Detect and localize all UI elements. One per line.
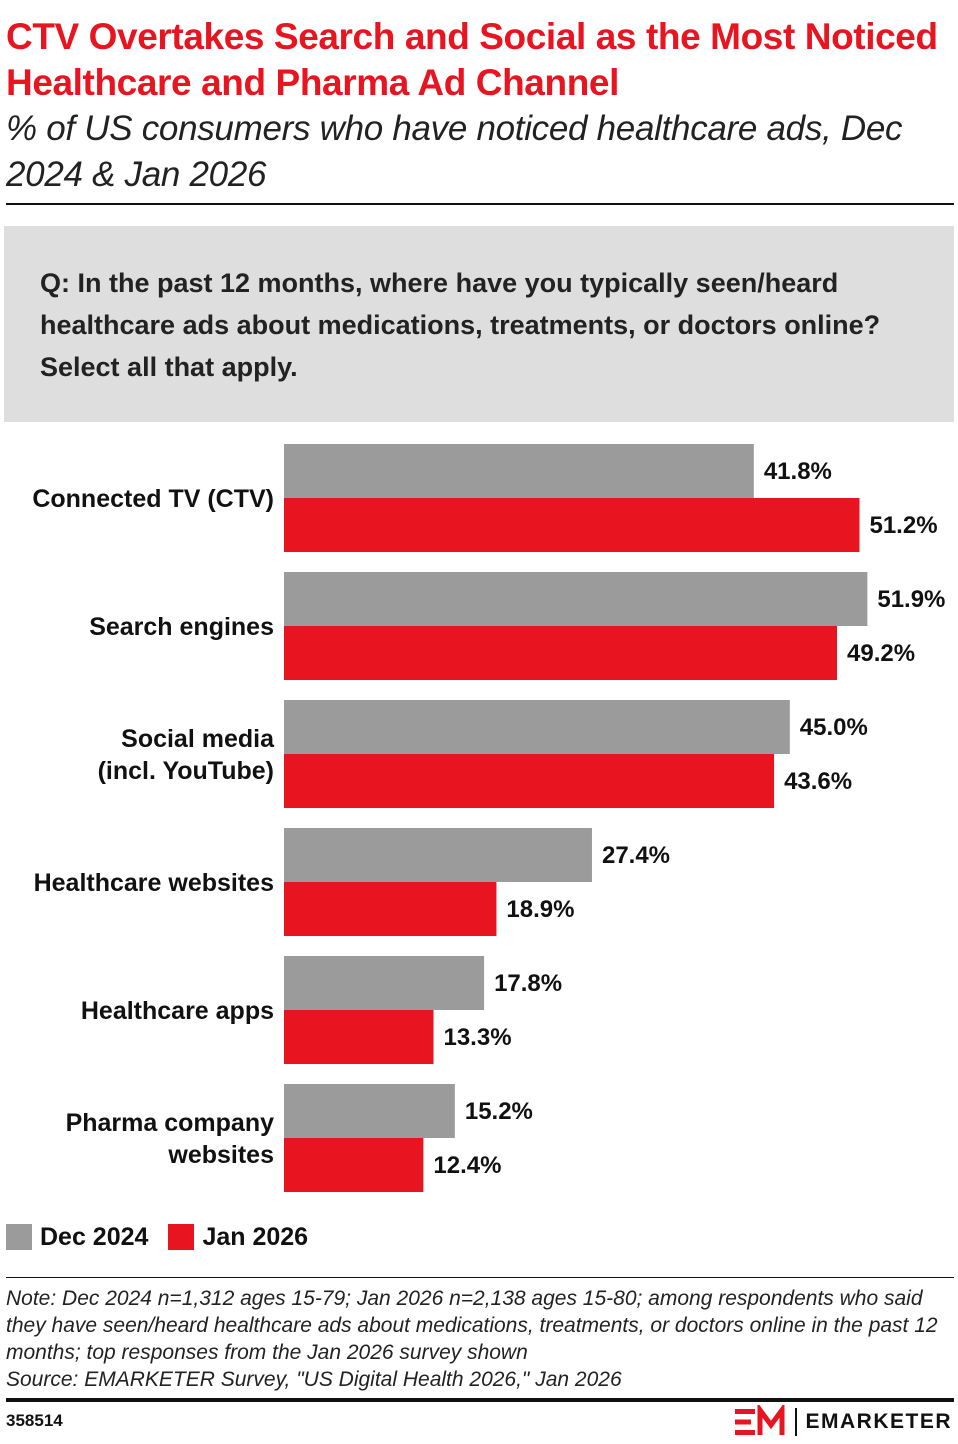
bar-social-media-incl-youtube-jan-2026: [284, 754, 775, 808]
category-label-pharma-company-websites-line2: websites: [167, 1141, 274, 1169]
value-label-healthcare-websites-jan-2026: 18.9%: [506, 896, 574, 923]
chart-id: 358514: [6, 1411, 63, 1430]
note-text: Note: Dec 2024 n=1,312 ages 15-79; Jan 2…: [6, 1287, 938, 1364]
question-box: Q: In the past 12 months, where have you…: [4, 226, 954, 422]
bar-healthcare-websites-dec-2024: [284, 828, 592, 882]
bar-pharma-company-websites-jan-2026: [284, 1138, 424, 1192]
bar-healthcare-websites-jan-2026: [284, 882, 497, 936]
value-label-social-media-incl-youtube-dec-2024: 45.0%: [800, 714, 868, 741]
bar-search-engines-jan-2026: [284, 626, 838, 680]
value-label-healthcare-apps-dec-2024: 17.8%: [494, 970, 562, 997]
legend-item-dec-2024: Dec 2024: [6, 1223, 148, 1252]
chart-title: CTV Overtakes Search and Social as the M…: [6, 16, 938, 103]
category-label-healthcare-websites: Healthcare websites: [34, 869, 274, 897]
logo-separator: [795, 1408, 798, 1436]
legend-label-dec-2024: Dec 2024: [40, 1222, 149, 1251]
category-label-pharma-company-websites-line1: Pharma company: [66, 1109, 275, 1137]
value-label-connected-tv-ctv-jan-2026: 51.2%: [869, 512, 937, 539]
value-label-search-engines-dec-2024: 51.9%: [877, 586, 945, 613]
source-text: Source: EMARKETER Survey, "US Digital He…: [6, 1368, 622, 1391]
emarketer-logo: EMARKETER: [735, 1405, 952, 1439]
legend-swatch-jan-2026: [168, 1224, 195, 1250]
category-label-search-engines: Search engines: [89, 613, 274, 641]
bar-social-media-incl-youtube-dec-2024: [284, 700, 790, 754]
bar-connected-tv-ctv-jan-2026: [284, 498, 860, 552]
value-label-pharma-company-websites-jan-2026: 12.4%: [433, 1152, 501, 1179]
em-logo-icon: [735, 1405, 785, 1435]
bar-search-engines-dec-2024: [284, 572, 868, 626]
chart-subtitle: % of US consumers who have noticed healt…: [6, 109, 903, 194]
value-label-healthcare-websites-dec-2024: 27.4%: [602, 842, 670, 869]
bar-healthcare-apps-jan-2026: [284, 1010, 434, 1064]
category-label-connected-tv-ctv: Connected TV (CTV): [32, 485, 274, 513]
legend-swatch-dec-2024: [6, 1224, 32, 1250]
value-label-search-engines-jan-2026: 49.2%: [847, 640, 915, 667]
note-divider: [6, 1277, 954, 1278]
legend-item-jan-2026: Jan 2026: [168, 1223, 308, 1252]
chart-note: Note: Dec 2024 n=1,312 ages 15-79; Jan 2…: [6, 1285, 952, 1393]
value-label-healthcare-apps-jan-2026: 13.3%: [443, 1024, 511, 1051]
value-label-connected-tv-ctv-dec-2024: 41.8%: [764, 458, 832, 485]
category-label-social-media-incl-youtube-line2: (incl. YouTube): [98, 757, 274, 785]
value-label-social-media-incl-youtube-jan-2026: 43.6%: [784, 768, 852, 795]
bar-healthcare-apps-dec-2024: [284, 956, 485, 1010]
bar-pharma-company-websites-dec-2024: [284, 1084, 455, 1138]
bar-chart: Connected TV (CTV) 41.8% 51.2% Search engin…: [32, 444, 945, 1192]
legend: Dec 2024 Jan 2026: [6, 1222, 328, 1252]
header-divider: [6, 203, 954, 205]
survey-question: Q: In the past 12 months, where have you…: [40, 268, 881, 382]
brand-name: EMARKETER: [805, 1410, 952, 1433]
legend-label-jan-2026: Jan 2026: [202, 1222, 309, 1251]
value-label-pharma-company-websites-dec-2024: 15.2%: [465, 1098, 533, 1125]
category-label-healthcare-apps: Healthcare apps: [81, 997, 274, 1025]
category-label-social-media-incl-youtube-line1: Social media: [121, 725, 275, 753]
bar-connected-tv-ctv-dec-2024: [284, 444, 754, 498]
footer-divider: [6, 1398, 954, 1402]
